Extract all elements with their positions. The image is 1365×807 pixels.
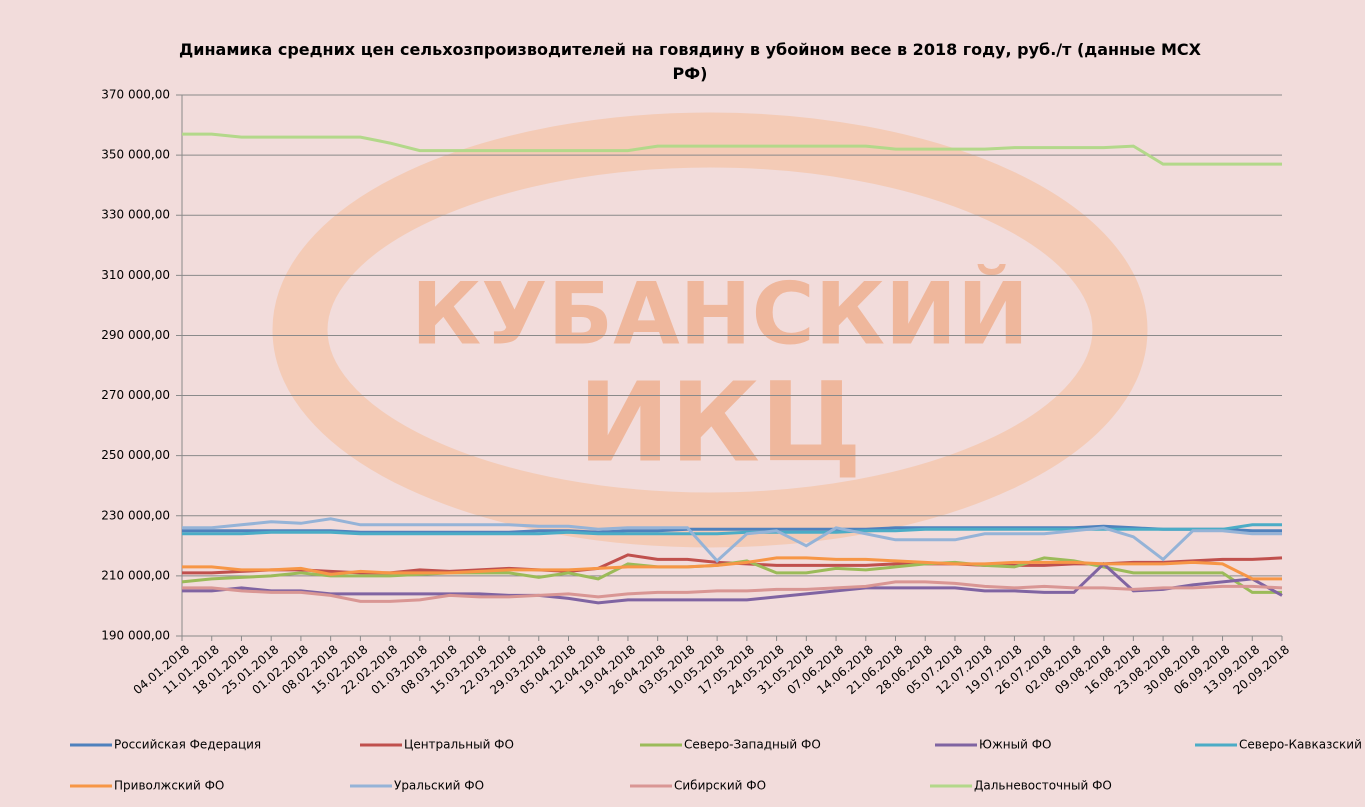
y-tick-label: 250 000,00 [101,448,170,462]
page: КУБАНСКИЙИКЦ 190 000,00 210 000,00 230 000,… [0,0,1365,807]
y-tick-label: 210 000,00 [101,568,170,582]
y-tick-label: 370 000,00 [101,88,170,102]
legend-label: Российская Федерация [114,738,261,752]
y-tick-label: 230 000,00 [101,508,170,522]
legend-label: Южный ФО [979,738,1051,752]
legend-label: Северо-Кавказский ФО [1239,738,1365,752]
watermark-text: КУБАНСКИЙ [411,263,1029,364]
chart-title: Динамика средних цен сельхозпроизводител… [160,38,1220,86]
y-tick-label: 310 000,00 [101,268,170,282]
legend-label: Северо-Западный ФО [684,738,821,752]
y-tick-label: 290 000,00 [101,328,170,342]
legend-label: Уральский ФО [394,779,484,793]
y-tick-label: 270 000,00 [101,388,170,402]
chart: КУБАНСКИЙИКЦ 190 000,00 210 000,00 230 000,… [0,0,1365,807]
y-tick-label: 330 000,00 [101,208,170,222]
legend-label: Приволжский ФО [114,779,224,793]
y-tick-label: 350 000,00 [101,148,170,162]
watermark-text: ИКЦ [578,358,862,486]
y-tick-label: 190 000,00 [101,629,170,643]
legend-label: Центральный ФО [404,738,514,752]
legend-label: Дальневосточный ФО [974,779,1112,793]
legend-label: Сибирский ФО [674,779,766,793]
